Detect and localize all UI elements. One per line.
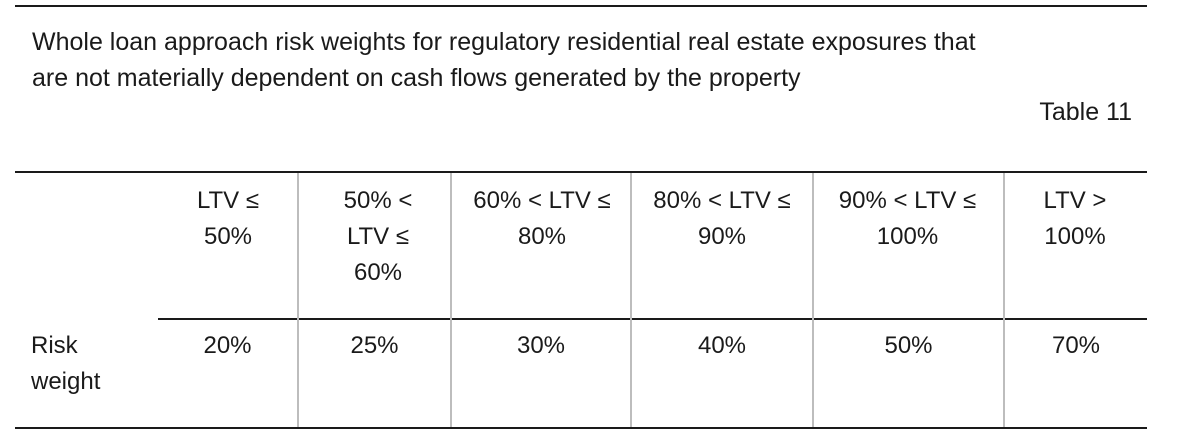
column-divider — [450, 173, 452, 427]
column-header-ltv-le-50: LTV ≤ 50% — [196, 187, 260, 250]
value-cell: 20% — [203, 332, 252, 359]
column-header-ltv-80-90: 80% < LTV ≤ 90% — [653, 187, 791, 250]
column-header-ltv-90-100: 90% < LTV ≤ 100% — [838, 187, 977, 250]
value-cell: 50% — [884, 332, 933, 359]
row-label-risk-weight: Risk weight — [31, 332, 101, 395]
table-caption: Whole loan approach risk weights for reg… — [32, 28, 976, 92]
column-divider — [630, 173, 632, 427]
value-cell: 40% — [697, 332, 747, 359]
column-header-ltv-gt-100: LTV > 100% — [1043, 187, 1107, 250]
value-cell: 30% — [516, 332, 566, 359]
value-cell: 70% — [1051, 332, 1101, 359]
value-cell: 25% — [350, 332, 399, 359]
column-header-ltv-50-60: 50% < LTV ≤ 60% — [343, 187, 413, 286]
risk-weight-table: LTV ≤ 50% 50% < LTV ≤ 60% 60% < LTV ≤ 80… — [15, 171, 1147, 431]
column-divider — [1003, 173, 1005, 427]
table-top-rule — [15, 171, 1147, 173]
column-divider — [297, 173, 299, 427]
top-rule — [15, 5, 1147, 7]
table-number: Table 11 — [1039, 98, 1132, 126]
column-divider — [812, 173, 814, 427]
table-header-rule — [158, 318, 1147, 320]
column-header-ltv-60-80: 60% < LTV ≤ 80% — [473, 187, 611, 250]
table-bottom-rule — [15, 427, 1147, 429]
